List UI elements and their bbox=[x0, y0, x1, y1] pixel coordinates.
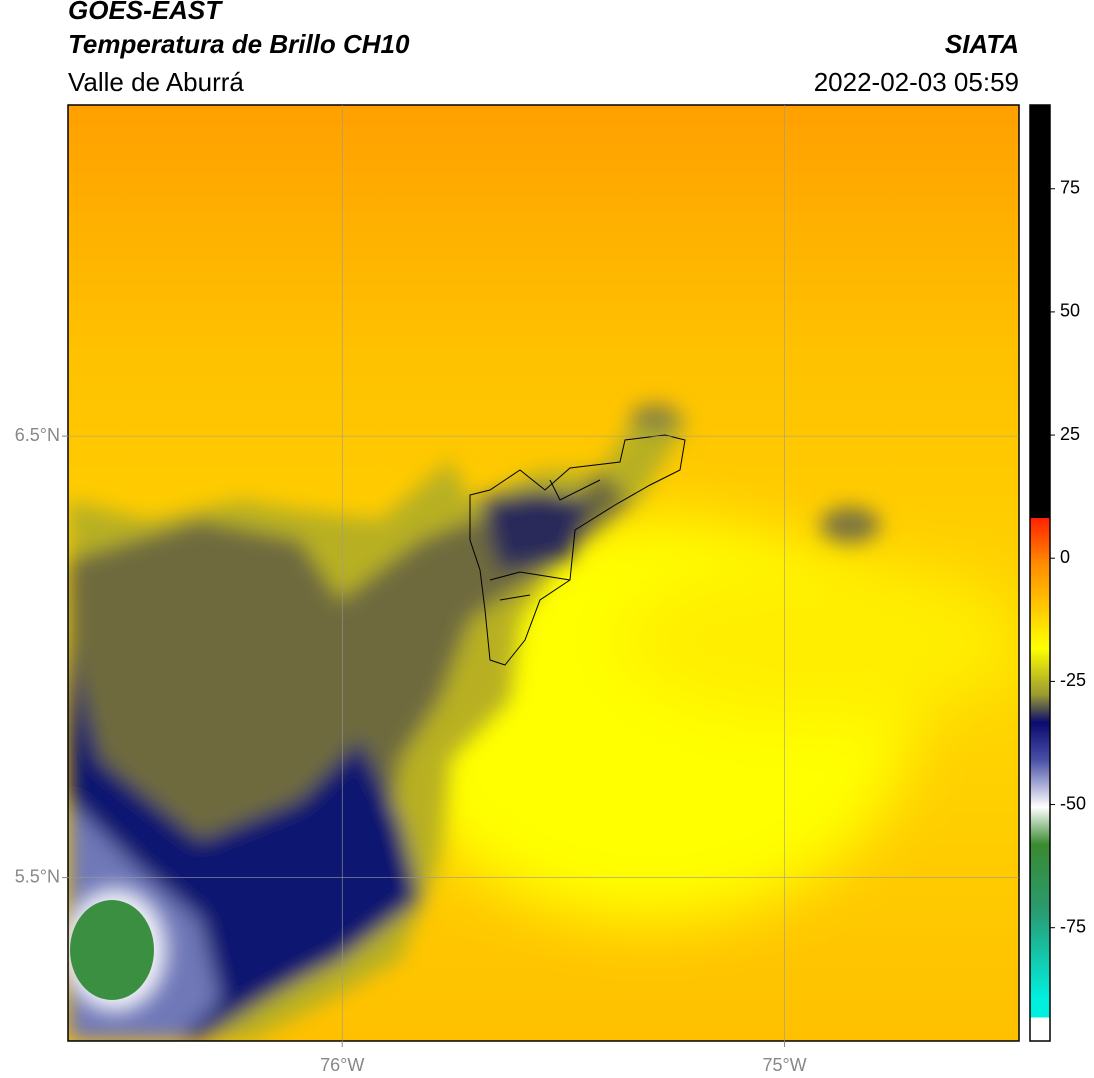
source: GOES-EAST bbox=[68, 0, 223, 25]
colorbar-label: 0 bbox=[1060, 547, 1070, 567]
colorbar-label: 50 bbox=[1060, 301, 1080, 321]
colorbar-label: -25 bbox=[1060, 670, 1086, 690]
lat-label: 6.5°N bbox=[15, 425, 60, 445]
municipal-boundaries bbox=[469, 434, 686, 666]
title: Temperatura de Brillo CH10 bbox=[68, 29, 410, 59]
timestamp: 2022-02-03 05:59 bbox=[814, 67, 1019, 97]
region: Valle de Aburrá bbox=[68, 67, 244, 97]
colorbar bbox=[1029, 104, 1051, 1042]
colorbar-label: 75 bbox=[1060, 177, 1080, 197]
colorbar-label: 25 bbox=[1060, 424, 1080, 444]
colorbar-label: -50 bbox=[1060, 793, 1086, 813]
agency: SIATA bbox=[945, 29, 1019, 59]
lon-label: 76°W bbox=[320, 1055, 364, 1075]
map-frame bbox=[67, 104, 1020, 1042]
lat-label: 5.5°N bbox=[15, 866, 60, 886]
satellite-image bbox=[68, 105, 1019, 1041]
colorbar-label: -75 bbox=[1060, 916, 1086, 936]
lon-label: 75°W bbox=[762, 1055, 806, 1075]
